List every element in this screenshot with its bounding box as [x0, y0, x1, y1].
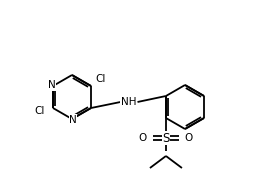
Text: O: O [185, 133, 193, 143]
Text: S: S [162, 132, 170, 145]
Text: Cl: Cl [35, 106, 45, 116]
Text: NH: NH [121, 97, 136, 107]
Text: N: N [48, 80, 56, 90]
Text: N: N [69, 115, 77, 125]
Text: Cl: Cl [96, 74, 106, 84]
Text: O: O [139, 133, 147, 143]
